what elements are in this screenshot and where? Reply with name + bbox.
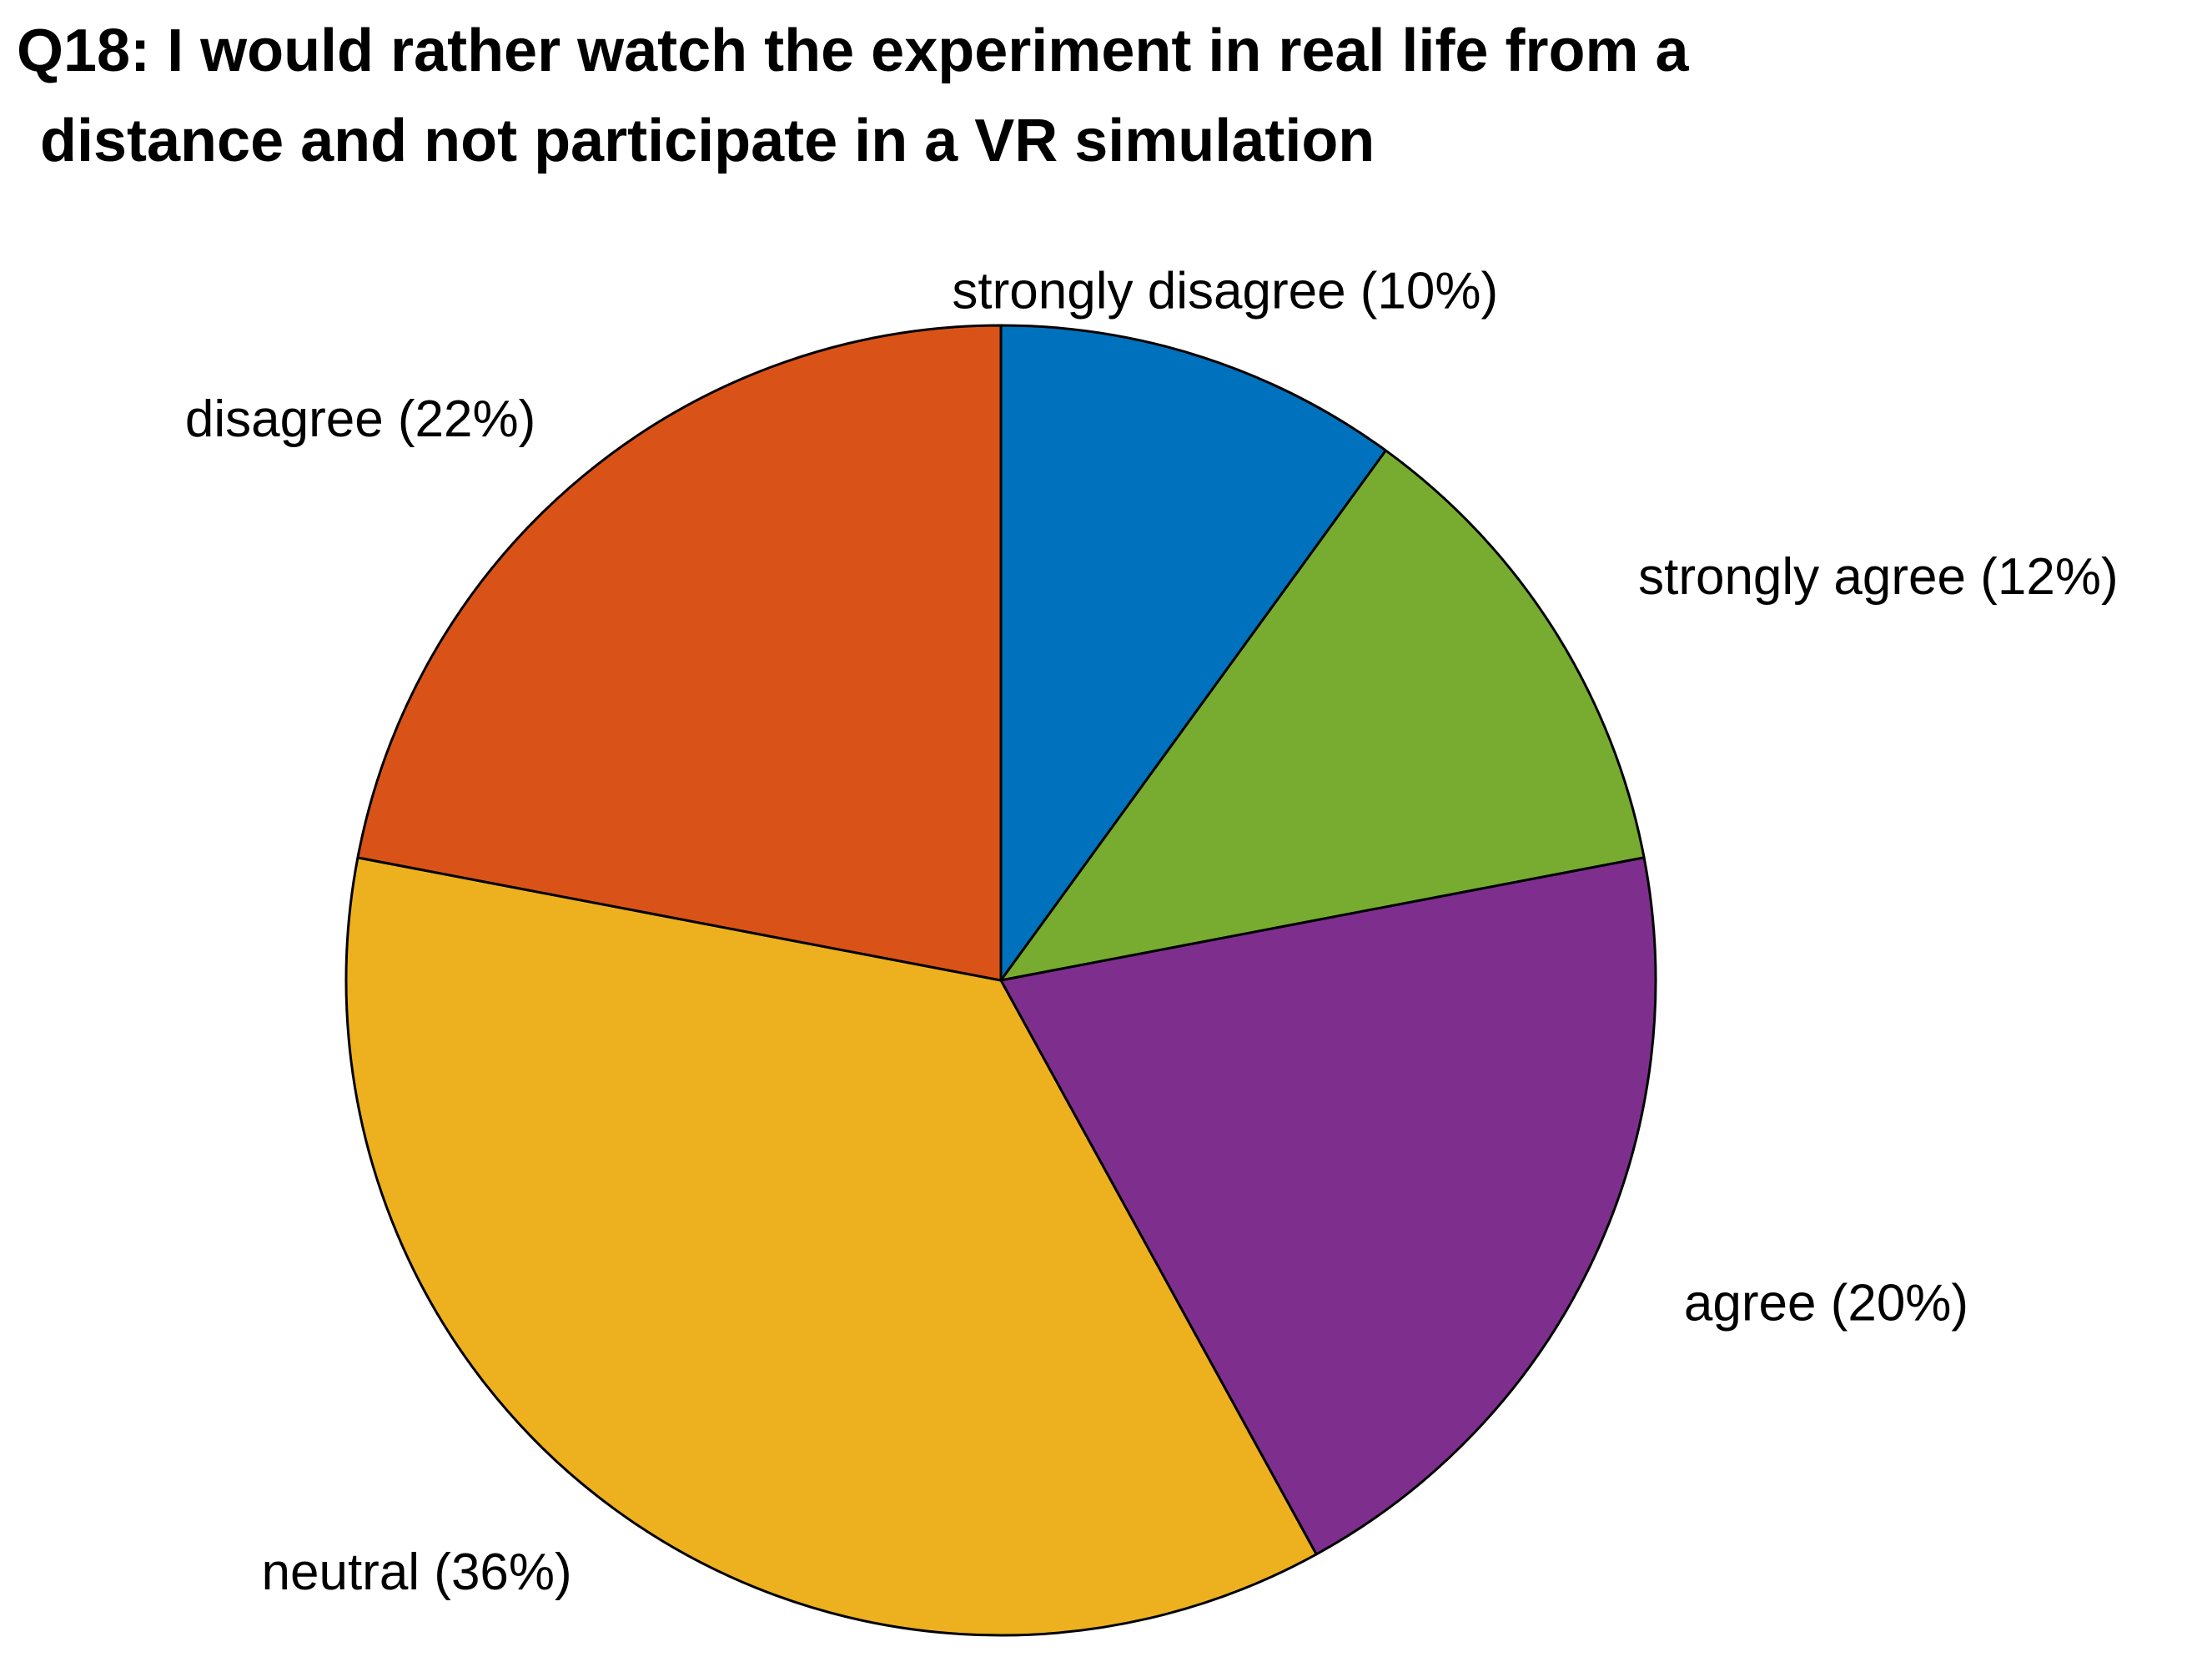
pie-slice-strongly-agree [999, 449, 1646, 982]
slice-label-agree: agree (20%) [1684, 1274, 1968, 1332]
chart-title-line-1: Q18: I would rather watch the experiment… [17, 18, 1689, 84]
pie-slices [344, 324, 1657, 1637]
pie-slice-disagree [356, 324, 1003, 982]
pie-labels: strongly disagree (10%) strongly agree (1… [185, 263, 2119, 1601]
pie-slice-strongly-disagree [999, 324, 1387, 982]
slice-label-strongly-disagree: strongly disagree (10%) [952, 263, 1498, 320]
slice-label-disagree: disagree (22%) [185, 390, 535, 448]
chart-title-line-2: distance and not participate in a VR sim… [40, 108, 1375, 174]
pie-slice-neutral [344, 856, 1318, 1637]
slice-label-strongly-agree: strongly agree (12%) [1638, 548, 2119, 606]
pie-slice-agree [999, 856, 1657, 1556]
slice-label-neutral: neutral (36%) [262, 1544, 572, 1601]
